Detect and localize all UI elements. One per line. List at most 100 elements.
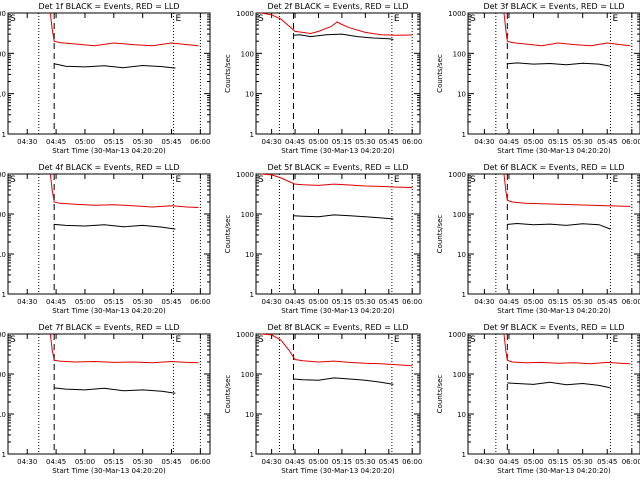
x-tick-label: 05:30: [355, 298, 375, 306]
x-tick-label: 04:45: [285, 458, 305, 466]
start-mark: S: [470, 175, 476, 185]
x-tick-label: 06:00: [402, 458, 422, 466]
plot-frame: [255, 173, 421, 295]
x-axis-label: Start Time (30-Mar-13 04:20:20): [497, 467, 611, 475]
start-mark: S: [10, 335, 16, 345]
events-series-line: [293, 214, 394, 220]
x-tick-label: 05:15: [332, 298, 352, 306]
y-tick-label: 1: [462, 451, 466, 459]
lld-series-line: [260, 12, 413, 36]
x-tick-label: 05:00: [308, 298, 328, 306]
x-tick-label: 05:30: [133, 298, 153, 306]
x-tick-label: 04:30: [474, 458, 494, 466]
x-tick-label: 04:45: [46, 298, 66, 306]
y-tick-label: 1: [2, 291, 6, 299]
x-tick-label: 05:30: [355, 458, 375, 466]
y-axis-label: Counts/sec: [224, 375, 232, 414]
y-axis-label: Counts/sec: [436, 375, 444, 414]
x-tick-label: 04:30: [17, 298, 37, 306]
y-tick-label: 1000: [236, 10, 254, 18]
end-mark: E: [394, 335, 400, 345]
x-tick-label: 04:45: [499, 458, 519, 466]
end-mark: E: [613, 14, 619, 24]
y-tick-label: 1000: [0, 331, 6, 339]
x-tick-label: 06:00: [622, 458, 640, 466]
x-tick-label: 05:00: [75, 458, 95, 466]
y-tick-label: 10: [245, 91, 254, 99]
y-tick-label: 1000: [448, 10, 466, 18]
y-axis-label: Counts/sec: [436, 54, 444, 93]
x-tick-label: 06:00: [190, 138, 210, 146]
y-tick-label: 1000: [0, 171, 6, 179]
plot-frame: [7, 173, 211, 295]
plot-frame: [467, 333, 640, 455]
x-tick-label: 05:15: [332, 138, 352, 146]
x-tick-label: 04:45: [499, 138, 519, 146]
y-tick-label: 100: [241, 371, 254, 379]
x-tick-label: 05:15: [104, 138, 124, 146]
y-tick-label: 10: [0, 251, 6, 259]
y-tick-label: 10: [0, 411, 6, 419]
x-tick-label: 05:30: [573, 138, 593, 146]
x-tick-label: 05:30: [573, 458, 593, 466]
y-axis-label: Counts/sec: [436, 215, 444, 254]
events-series-line: [293, 377, 394, 385]
y-tick-label: 1: [2, 131, 6, 139]
x-tick-label: 06:00: [190, 458, 210, 466]
x-tick-label: 04:30: [474, 138, 494, 146]
y-tick-label: 100: [0, 50, 6, 58]
x-tick-label: 04:45: [285, 298, 305, 306]
x-tick-label: 04:45: [285, 138, 305, 146]
start-mark: S: [258, 175, 264, 185]
lld-series-line: [260, 173, 413, 188]
x-axis-label: Start Time (30-Mar-13 04:20:20): [52, 307, 166, 315]
y-tick-label: 1000: [448, 171, 466, 179]
x-tick-label: 05:45: [379, 298, 399, 306]
x-tick-label: 04:45: [499, 298, 519, 306]
lld-series-line: [49, 173, 199, 208]
end-mark: E: [613, 175, 619, 185]
y-axis-label: Counts/sec: [224, 215, 232, 254]
lld-series-line: [503, 333, 631, 365]
events-series-line: [507, 62, 611, 67]
x-axis-label: Start Time (30-Mar-13 04:20:20): [52, 147, 166, 155]
chart-title: Det 5f BLACK = Events, RED = LLD: [267, 163, 408, 172]
x-tick-label: 05:45: [161, 298, 181, 306]
x-tick-label: 05:30: [133, 138, 153, 146]
chart-title: Det 3f BLACK = Events, RED = LLD: [483, 2, 624, 11]
plot-frame: [255, 12, 421, 135]
x-tick-label: 05:45: [379, 458, 399, 466]
y-tick-label: 100: [241, 211, 254, 219]
lld-series-line: [503, 12, 631, 47]
x-tick-label: 05:00: [308, 138, 328, 146]
end-mark: E: [394, 14, 400, 24]
x-axis-label: Start Time (30-Mar-13 04:20:20): [281, 467, 395, 475]
y-tick-label: 100: [453, 211, 466, 219]
end-mark: E: [175, 14, 181, 24]
x-tick-label: 06:00: [402, 138, 422, 146]
x-tick-label: 04:45: [46, 458, 66, 466]
plot-frame: [7, 333, 211, 455]
lld-series-line: [49, 333, 199, 364]
events-series-line: [293, 33, 394, 40]
chart-title: Det 1f BLACK = Events, RED = LLD: [38, 2, 179, 11]
x-tick-label: 04:30: [262, 298, 282, 306]
x-tick-label: 04:30: [262, 458, 282, 466]
y-tick-label: 1000: [236, 331, 254, 339]
plot-frame: [467, 12, 640, 135]
x-axis-label: Start Time (30-Mar-13 04:20:20): [281, 307, 395, 315]
x-tick-label: 05:15: [548, 138, 568, 146]
x-axis-label: Start Time (30-Mar-13 04:20:20): [497, 307, 611, 315]
y-tick-label: 100: [0, 371, 6, 379]
events-series-line: [54, 387, 176, 394]
chart-title: Det 7f BLACK = Events, RED = LLD: [38, 323, 179, 332]
start-mark: S: [10, 14, 16, 24]
chart-title: Det 9f BLACK = Events, RED = LLD: [483, 323, 624, 332]
chart-title: Det 4f BLACK = Events, RED = LLD: [38, 163, 179, 172]
y-tick-label: 10: [457, 251, 466, 259]
end-mark: E: [613, 335, 619, 345]
